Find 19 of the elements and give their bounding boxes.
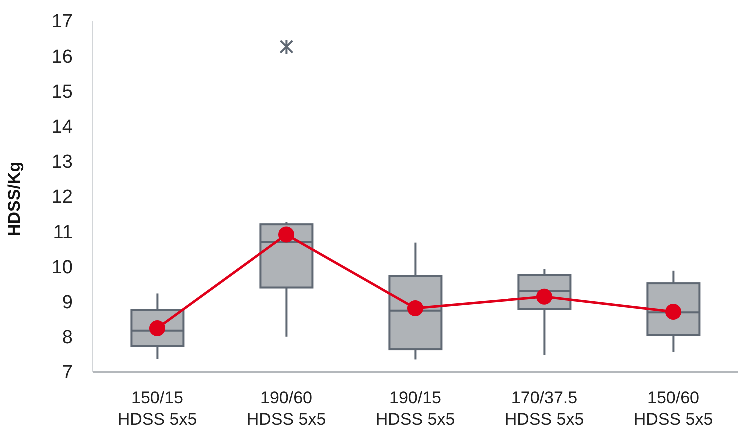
- point: [408, 300, 424, 316]
- y-tick-label: 10: [52, 257, 73, 278]
- y-tick-label: 9: [62, 292, 73, 314]
- y-tick-label: 12: [52, 187, 73, 208]
- y-tick-label: 7: [62, 362, 73, 384]
- y-axis-title: HDSS/Kg: [5, 162, 24, 236]
- x-tick-label: 190/60 HDSS 5x5: [246, 388, 326, 429]
- y-tick-label: 14: [52, 117, 74, 138]
- point: [278, 226, 294, 243]
- x-tick-label: 150/15 HDSS 5x5: [118, 388, 198, 429]
- y-tick-label: 8: [62, 328, 73, 349]
- y-tick-label: 17: [52, 12, 73, 33]
- y-tick-label: 15: [52, 82, 73, 103]
- x-tick-label: 170/37.5 HDSS 5x5: [504, 388, 584, 429]
- x-tick-label: 150/60 HDSS 5x5: [634, 388, 714, 429]
- y-tick-label: 16: [52, 46, 73, 68]
- y-tick-label: 11: [53, 222, 73, 244]
- y-tick-label: 13: [52, 152, 73, 174]
- x-tick-label: 190/15 HDSS 5x5: [376, 388, 456, 429]
